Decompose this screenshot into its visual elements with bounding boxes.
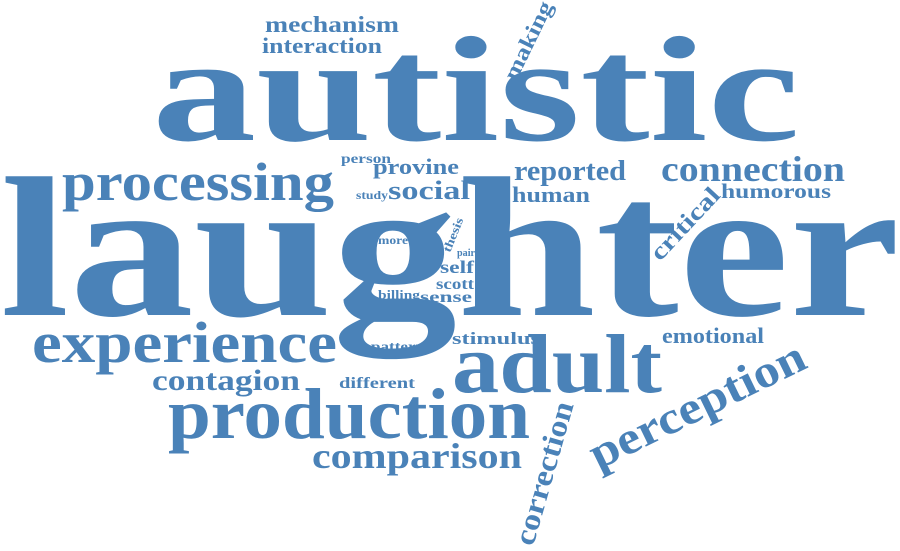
word-reported: reported <box>514 156 626 187</box>
word-study: study <box>356 188 388 202</box>
word-production: production <box>168 374 530 454</box>
word-more: more <box>378 233 409 247</box>
word-self: self <box>440 257 475 277</box>
word-social: social <box>388 176 470 205</box>
word-contagion: contagion <box>152 364 300 397</box>
word-pair: pair <box>457 248 476 259</box>
word-emotional: emotional <box>662 323 764 348</box>
word-adult: adult <box>452 318 662 411</box>
word-connection: connection <box>661 149 845 189</box>
word-mechanism: mechanism <box>265 12 399 37</box>
word-scott: scott <box>436 276 475 293</box>
word-humorous: humorous <box>721 179 831 203</box>
word-stimulus: stimulus <box>452 329 541 348</box>
word-laughter: laughter <box>0 138 900 359</box>
word-processing: processing <box>62 152 334 212</box>
word-human: human <box>512 182 590 207</box>
word-provine: provine <box>373 154 459 179</box>
word-autistic: autistic <box>152 7 800 173</box>
word-comparison: comparison <box>312 436 522 476</box>
word-experience: experience <box>32 310 337 375</box>
word-interaction: interaction <box>262 33 382 58</box>
word-different: different <box>339 375 416 392</box>
word-billing: billing <box>378 287 421 302</box>
word-sense: sense <box>420 289 472 306</box>
word-person: person <box>341 152 391 167</box>
word-pattern: pattern <box>371 340 425 355</box>
